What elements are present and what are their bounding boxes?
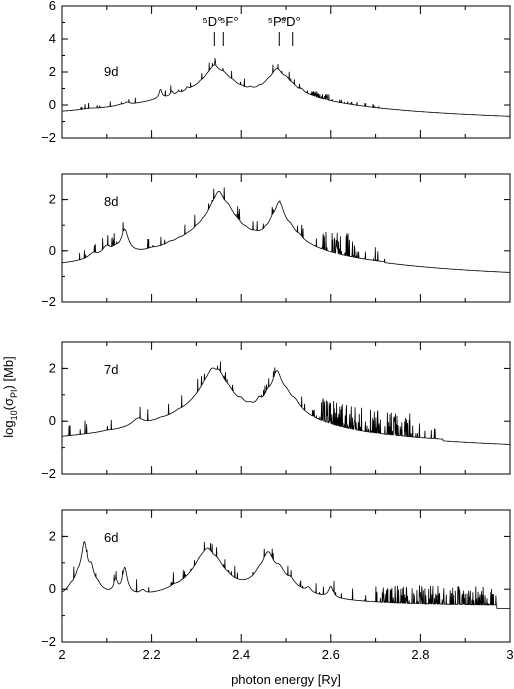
plot-frame-6d <box>61 509 511 643</box>
y-axis-label: log10(σPI) [Mb] <box>1 356 19 437</box>
panel-8d: 2 0 −2 8d <box>41 173 511 309</box>
x-tick-label: 2 <box>58 647 65 662</box>
marker-label: ⁵D° <box>281 14 301 29</box>
panel-label-9d: 9d <box>104 64 118 79</box>
y-label-close: ) [Mb] <box>1 356 16 389</box>
marker-label: ⁵P° <box>268 14 287 29</box>
y-axis-label-text: log10(σPI) [Mb] <box>1 356 19 437</box>
y-tick-label-7d: 0 <box>49 413 56 428</box>
y-tick-label-6d: −2 <box>41 634 56 649</box>
x-tick-label: 2.8 <box>411 647 429 662</box>
panel-label-7d: 7d <box>104 362 118 377</box>
x-axis-label: photon energy [Ry] <box>231 672 341 687</box>
plot-frame-8d <box>61 173 511 303</box>
panel-label-6d: 6d <box>104 530 118 545</box>
series-line-7d <box>62 361 510 445</box>
y-label-open: (σ <box>1 398 16 410</box>
y-label-sub2: PI <box>9 389 19 398</box>
plot-frame-7d <box>61 341 511 475</box>
panel-6d: 20−22 2.2 2.4 2.6 2.8 36d <box>41 509 514 662</box>
series-line-8d <box>62 187 510 273</box>
y-tick-label-7d: 2 <box>49 360 56 375</box>
y-tick-label-8d: 2 <box>49 192 56 207</box>
y-tick-label-9d: 0 <box>49 97 56 112</box>
panel-label-8d: 8d <box>104 194 118 209</box>
marker-label: ⁵F° <box>220 14 239 29</box>
x-tick-label: 2.4 <box>232 647 250 662</box>
y-tick-label-6d: 2 <box>49 528 56 543</box>
series-line-9d <box>61 58 510 117</box>
y-tick-label-9d: 6 <box>49 0 56 13</box>
x-tick-label: 3 <box>506 647 513 662</box>
marker-label: ⁵D° <box>202 14 222 29</box>
x-tick-label: 2.6 <box>322 647 340 662</box>
y-label-main: log <box>1 420 16 437</box>
x-tick-label: 2.2 <box>143 647 161 662</box>
y-tick-label-8d: 0 <box>49 243 56 258</box>
series-line-6d <box>61 541 510 609</box>
y-tick-label-9d: 2 <box>49 64 56 79</box>
panel-7d: 2 0 −2 7d <box>41 341 511 481</box>
y-label-sub: 10 <box>9 410 19 420</box>
y-tick-label-9d: −2 <box>41 130 56 145</box>
y-tick-label-7d: −2 <box>41 466 56 481</box>
y-tick-label-8d: −2 <box>41 294 56 309</box>
y-tick-label-9d: 4 <box>49 31 56 46</box>
y-tick-label-6d: 0 <box>49 581 56 596</box>
